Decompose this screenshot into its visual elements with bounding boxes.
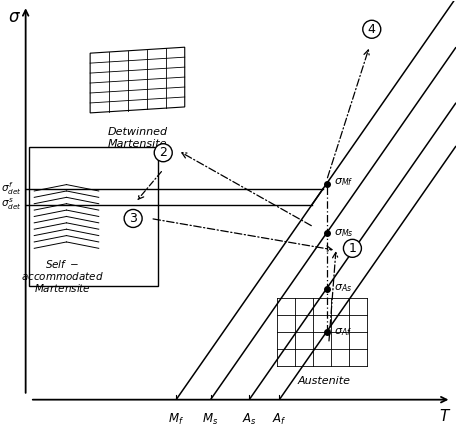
Text: $\sigma$: $\sigma$ — [8, 9, 21, 26]
Text: $\sigma_{Mf}$: $\sigma_{Mf}$ — [335, 176, 354, 187]
Text: $\sigma^s_{det}$: $\sigma^s_{det}$ — [0, 197, 21, 212]
Text: $A_s$: $A_s$ — [242, 412, 257, 426]
Text: $\sigma^f_{det}$: $\sigma^f_{det}$ — [0, 180, 21, 197]
Text: 4: 4 — [368, 23, 376, 36]
Text: $Martensite$: $Martensite$ — [34, 282, 90, 294]
Text: 2: 2 — [159, 146, 167, 159]
Text: 1: 1 — [349, 242, 356, 255]
Text: $\sigma_{Af}$: $\sigma_{Af}$ — [335, 326, 352, 338]
Text: $A_f$: $A_f$ — [272, 412, 287, 426]
Text: $T$: $T$ — [439, 408, 451, 423]
Text: $Self\ -$: $Self\ -$ — [45, 258, 80, 270]
Text: Martensite: Martensite — [108, 139, 167, 149]
Text: Detwinned: Detwinned — [107, 127, 168, 137]
Text: $\sigma_{Ms}$: $\sigma_{Ms}$ — [335, 227, 354, 239]
Text: 3: 3 — [129, 212, 137, 225]
Text: $\sigma_{As}$: $\sigma_{As}$ — [335, 282, 353, 294]
Bar — [29, 147, 158, 286]
Text: $M_f$: $M_f$ — [168, 412, 184, 426]
Text: Austenite: Austenite — [298, 376, 351, 386]
Text: $accommodated$: $accommodated$ — [21, 270, 104, 282]
Text: $M_s$: $M_s$ — [202, 412, 218, 426]
